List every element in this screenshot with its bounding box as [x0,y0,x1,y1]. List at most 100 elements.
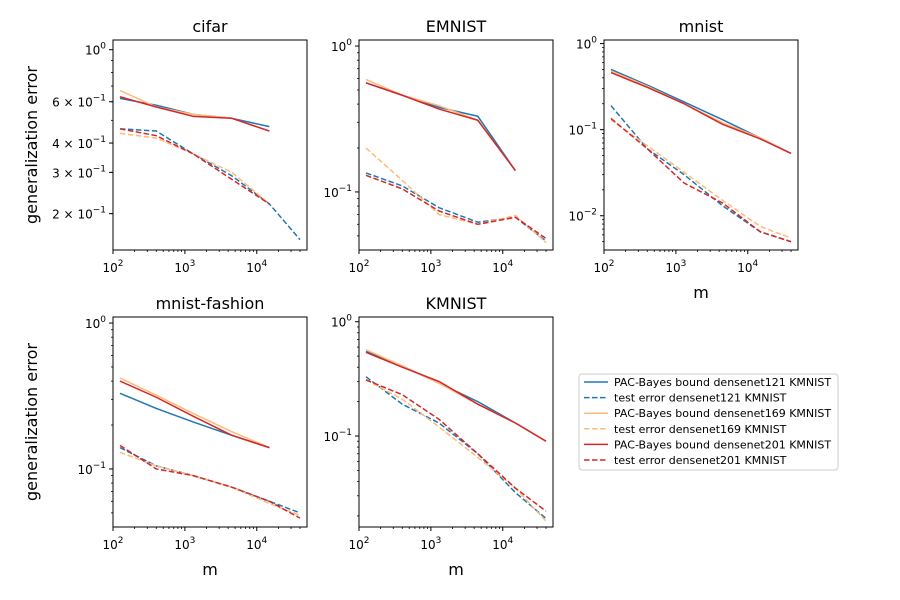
x-tick-label: 104 [492,259,513,275]
series-line-t201 [119,128,270,205]
x-tick-label-base: 10 [737,261,752,275]
plot-frame [358,316,554,528]
y-tick-label: 100 [331,38,352,54]
x-tick-label-base: 10 [174,538,189,552]
series-line-b201 [365,82,517,172]
plot-frame [112,316,308,528]
x-tick-label: 103 [420,536,441,552]
y-tick-label-base: 10 [568,124,583,138]
legend-label-t201: test error densenet201 KMNIST [614,454,787,467]
x-axis-label: m [448,560,464,579]
x-tick-label: 102 [348,536,369,552]
x-tick-label: 104 [246,536,267,552]
x-axis-label: m [693,283,709,302]
x-tick-label: 104 [246,259,267,275]
y-axis-label: generalization error [22,66,41,224]
series-line-t201 [365,379,547,512]
legend: PAC-Bayes bound densenet121 KMNIST test e… [578,373,839,471]
legend-frame [578,373,839,471]
y-tick-label-exponent: −1 [93,164,106,174]
x-tick-label: 102 [102,536,123,552]
y-tick-label: 10−1 [323,184,352,200]
y-tick-label-exponent: 0 [100,315,106,325]
x-tick-label-exponent: 3 [190,536,196,546]
x-tick-label-base: 10 [348,538,363,552]
y-tick-label-exponent: −1 [93,135,106,145]
x-tick-label-exponent: 3 [436,259,442,269]
y-tick-label-mantissa: 3 × [52,166,77,180]
x-tick-label-base: 10 [246,538,261,552]
x-tick-label-exponent: 3 [436,536,442,546]
x-tick-label: 103 [174,259,195,275]
y-tick-label: 10−2 [568,208,597,224]
x-tick-label-base: 10 [665,261,680,275]
y-tick-label-base: 10 [576,38,591,52]
x-tick-label: 103 [665,259,686,275]
y-tick-label-base: 10 [568,210,583,224]
x-tick-label: 104 [737,259,758,275]
x-tick-label-exponent: 2 [609,259,615,269]
series-line-b201 [119,96,270,132]
y-tick-label-exponent: −1 [93,206,106,216]
series-line-t201 [119,444,301,519]
panel-title: mnist [679,17,724,36]
y-tick-label-mantissa: 2 × [52,208,77,222]
series-line-b201 [365,351,547,442]
y-tick-label-mantissa: 6 × [52,96,77,110]
x-tick-label-base: 10 [593,261,608,275]
y-tick-label-mantissa: 4 × [52,137,77,151]
x-tick-label: 103 [174,536,195,552]
panel-title: KMNIST [426,294,487,313]
x-tick-label-base: 10 [174,261,189,275]
x-tick-label: 102 [593,259,614,275]
y-tick-label-exponent: 0 [346,38,352,48]
series-line-b201 [119,380,270,449]
y-tick-label-base: 10 [77,463,92,477]
panel-mnist-fashion: 102 103 10410010−1mnist-fashiongeneralizat… [22,294,308,579]
x-tick-label-base: 10 [492,538,507,552]
x-tick-label: 102 [102,259,123,275]
x-tick-label-base: 10 [348,261,363,275]
x-tick-label-base: 10 [420,538,435,552]
x-tick-label-exponent: 4 [262,536,268,546]
x-tick-label: 104 [492,536,513,552]
y-tick-label-exponent: −2 [584,208,597,218]
x-tick-label-exponent: 2 [118,536,124,546]
y-tick-label-exponent: 0 [346,314,352,324]
x-tick-label: 103 [420,259,441,275]
x-tick-label-exponent: 3 [681,259,687,269]
x-tick-label-exponent: 2 [364,259,370,269]
series-line-t169 [610,119,792,239]
legend-label-b121: PAC-Bayes bound densenet121 KMNIST [614,376,831,389]
y-tick-label: 100 [576,36,597,52]
x-tick-label-exponent: 4 [508,259,514,269]
legend-label-b201: PAC-Bayes bound densenet201 KMNIST [614,438,831,451]
x-tick-label-base: 10 [246,261,261,275]
y-tick-label-base: 10 [85,44,100,58]
plot-frame [112,39,308,251]
series-line-t121 [119,128,301,241]
series-line-t121 [365,376,547,520]
y-tick-label: 10−1 [77,461,106,477]
y-tick-label: 100 [85,315,106,331]
plot-frame [603,39,799,251]
series-line-t169 [365,147,547,244]
y-tick-label: 10−1 [568,122,597,138]
x-tick-label: 102 [348,259,369,275]
series-line-t201 [365,174,547,240]
x-tick-label-exponent: 4 [753,259,759,269]
legend-label-t169: test error densenet169 KMNIST [614,423,787,436]
series-line-b169 [119,377,270,449]
y-tick-label: 10−1 [323,428,352,444]
y-tick-label-exponent: −1 [93,94,106,104]
y-tick-label-base: 10 [85,317,100,331]
x-tick-label-base: 10 [492,261,507,275]
y-tick-label: 2 × 10−1 [52,206,106,222]
y-tick-label: 4 × 10−1 [52,135,106,151]
y-tick-label-base: 10 [77,166,92,180]
